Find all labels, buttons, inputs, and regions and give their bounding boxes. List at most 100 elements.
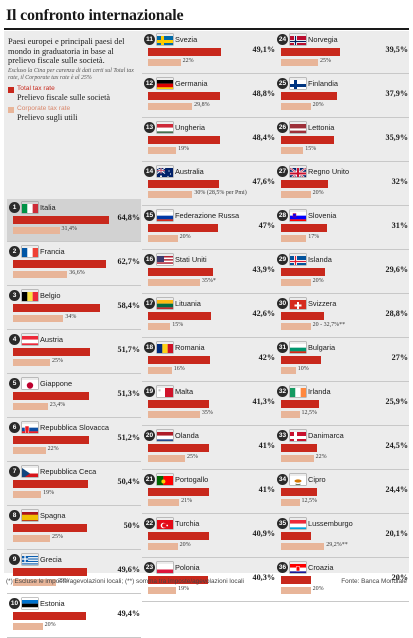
country-name: Austria bbox=[40, 333, 120, 346]
total-tax-value-label: 40,9% bbox=[252, 529, 275, 538]
total-tax-bar bbox=[148, 268, 213, 276]
corporate-tax-bar bbox=[148, 499, 179, 506]
flag-pl-icon bbox=[157, 562, 173, 573]
row-divider bbox=[275, 381, 409, 382]
total-tax-value-label: 29,6% bbox=[385, 265, 408, 274]
rank-badge: 29 bbox=[277, 254, 288, 265]
country-name: Turchia bbox=[175, 517, 255, 530]
flag-no-icon bbox=[290, 34, 306, 45]
flag-ch-icon bbox=[290, 298, 306, 309]
corporate-tax-value-label: 20% bbox=[45, 622, 56, 628]
row-divider bbox=[142, 117, 276, 118]
country-name: Germania bbox=[175, 77, 255, 90]
corporate-tax-bar bbox=[281, 411, 300, 418]
total-tax-value-label: 24,5% bbox=[385, 441, 408, 450]
rank-badge: 22 bbox=[144, 518, 155, 529]
row-divider bbox=[7, 461, 141, 462]
rank-badge: 9 bbox=[9, 554, 20, 565]
flag-it-icon bbox=[22, 202, 38, 213]
country-name: Romania bbox=[175, 341, 255, 354]
row-divider bbox=[142, 469, 276, 470]
rank-badge: 18 bbox=[144, 342, 155, 353]
total-tax-bar bbox=[148, 180, 219, 188]
corporate-tax-bar bbox=[281, 191, 311, 198]
total-tax-value-label: 48,8% bbox=[252, 89, 275, 98]
total-tax-value-label: 35,9% bbox=[385, 133, 408, 142]
total-tax-bar bbox=[281, 488, 317, 496]
legend-swatch-total bbox=[8, 87, 14, 93]
country-name: Federazione Russa bbox=[175, 209, 255, 222]
row-divider bbox=[142, 601, 276, 602]
total-tax-bar bbox=[13, 304, 100, 312]
rank-badge: 32 bbox=[277, 386, 288, 397]
flag-cy-icon bbox=[290, 474, 306, 485]
corporate-tax-value-label: 20% bbox=[180, 542, 191, 548]
corporate-tax-bar bbox=[13, 623, 43, 630]
total-tax-value-label: 41,3% bbox=[252, 397, 275, 406]
total-tax-bar bbox=[13, 260, 106, 268]
rank-badge: 13 bbox=[144, 122, 155, 133]
corporate-tax-value-label: 17% bbox=[308, 234, 319, 240]
corporate-tax-value-label: 16% bbox=[174, 366, 185, 372]
corporate-tax-value-label: 12,5% bbox=[302, 410, 318, 416]
row-divider bbox=[142, 513, 276, 514]
total-tax-value-label: 49,4% bbox=[117, 609, 140, 618]
corporate-tax-bar bbox=[148, 279, 200, 286]
total-tax-value-label: 51,3% bbox=[117, 389, 140, 398]
total-tax-value-label: 39,5% bbox=[385, 45, 408, 54]
intro-note: Escluso la Cina per carenza di dati cert… bbox=[8, 68, 134, 82]
country-name: Spagna bbox=[40, 509, 120, 522]
corporate-tax-bar bbox=[148, 147, 176, 154]
row-divider bbox=[7, 417, 141, 418]
corporate-tax-value-label: 25% bbox=[320, 58, 331, 64]
intro-block: Paesi europei e principali paesi del mon… bbox=[8, 37, 134, 122]
country-name: Malta bbox=[175, 385, 255, 398]
total-tax-bar bbox=[148, 400, 209, 408]
corporate-tax-value-label: 35% bbox=[202, 410, 213, 416]
corporate-tax-bar bbox=[148, 59, 181, 66]
flag-lt-icon bbox=[157, 298, 173, 309]
country-name: Islanda bbox=[308, 253, 388, 266]
corporate-tax-bar bbox=[13, 271, 67, 278]
corporate-tax-value-label: 12,5% bbox=[302, 498, 318, 504]
country-name: Lussemburgo bbox=[308, 517, 388, 530]
row-divider bbox=[275, 249, 409, 250]
total-tax-bar bbox=[281, 576, 311, 584]
corporate-tax-value-label: 15% bbox=[172, 322, 183, 328]
corporate-tax-value-label: 20% bbox=[313, 586, 324, 592]
flag-fr-icon bbox=[22, 246, 38, 257]
total-tax-bar bbox=[13, 612, 86, 620]
legend-item-corporate: Corporate tax rate Prelievo sugli utili bbox=[8, 105, 134, 122]
country-name: Irlanda bbox=[308, 385, 388, 398]
corporate-tax-bar bbox=[148, 411, 200, 418]
total-tax-value-label: 41% bbox=[259, 441, 275, 450]
flag-de-icon bbox=[157, 78, 173, 89]
country-name: Olanda bbox=[175, 429, 255, 442]
row-divider bbox=[275, 293, 409, 294]
flag-be-icon bbox=[22, 290, 38, 301]
flag-cz-icon bbox=[22, 466, 38, 477]
total-tax-value-label: 50% bbox=[124, 521, 140, 530]
rank-badge: 34 bbox=[277, 474, 288, 485]
total-tax-value-label: 40,3% bbox=[252, 573, 275, 582]
corporate-tax-value-label: 29,8% bbox=[194, 102, 210, 108]
total-tax-bar bbox=[281, 180, 328, 188]
flag-pt-icon bbox=[157, 474, 173, 485]
corporate-tax-bar bbox=[281, 59, 318, 66]
country-name: Grecia bbox=[40, 553, 120, 566]
total-tax-bar bbox=[148, 224, 218, 232]
country-name: Estonia bbox=[40, 597, 120, 610]
